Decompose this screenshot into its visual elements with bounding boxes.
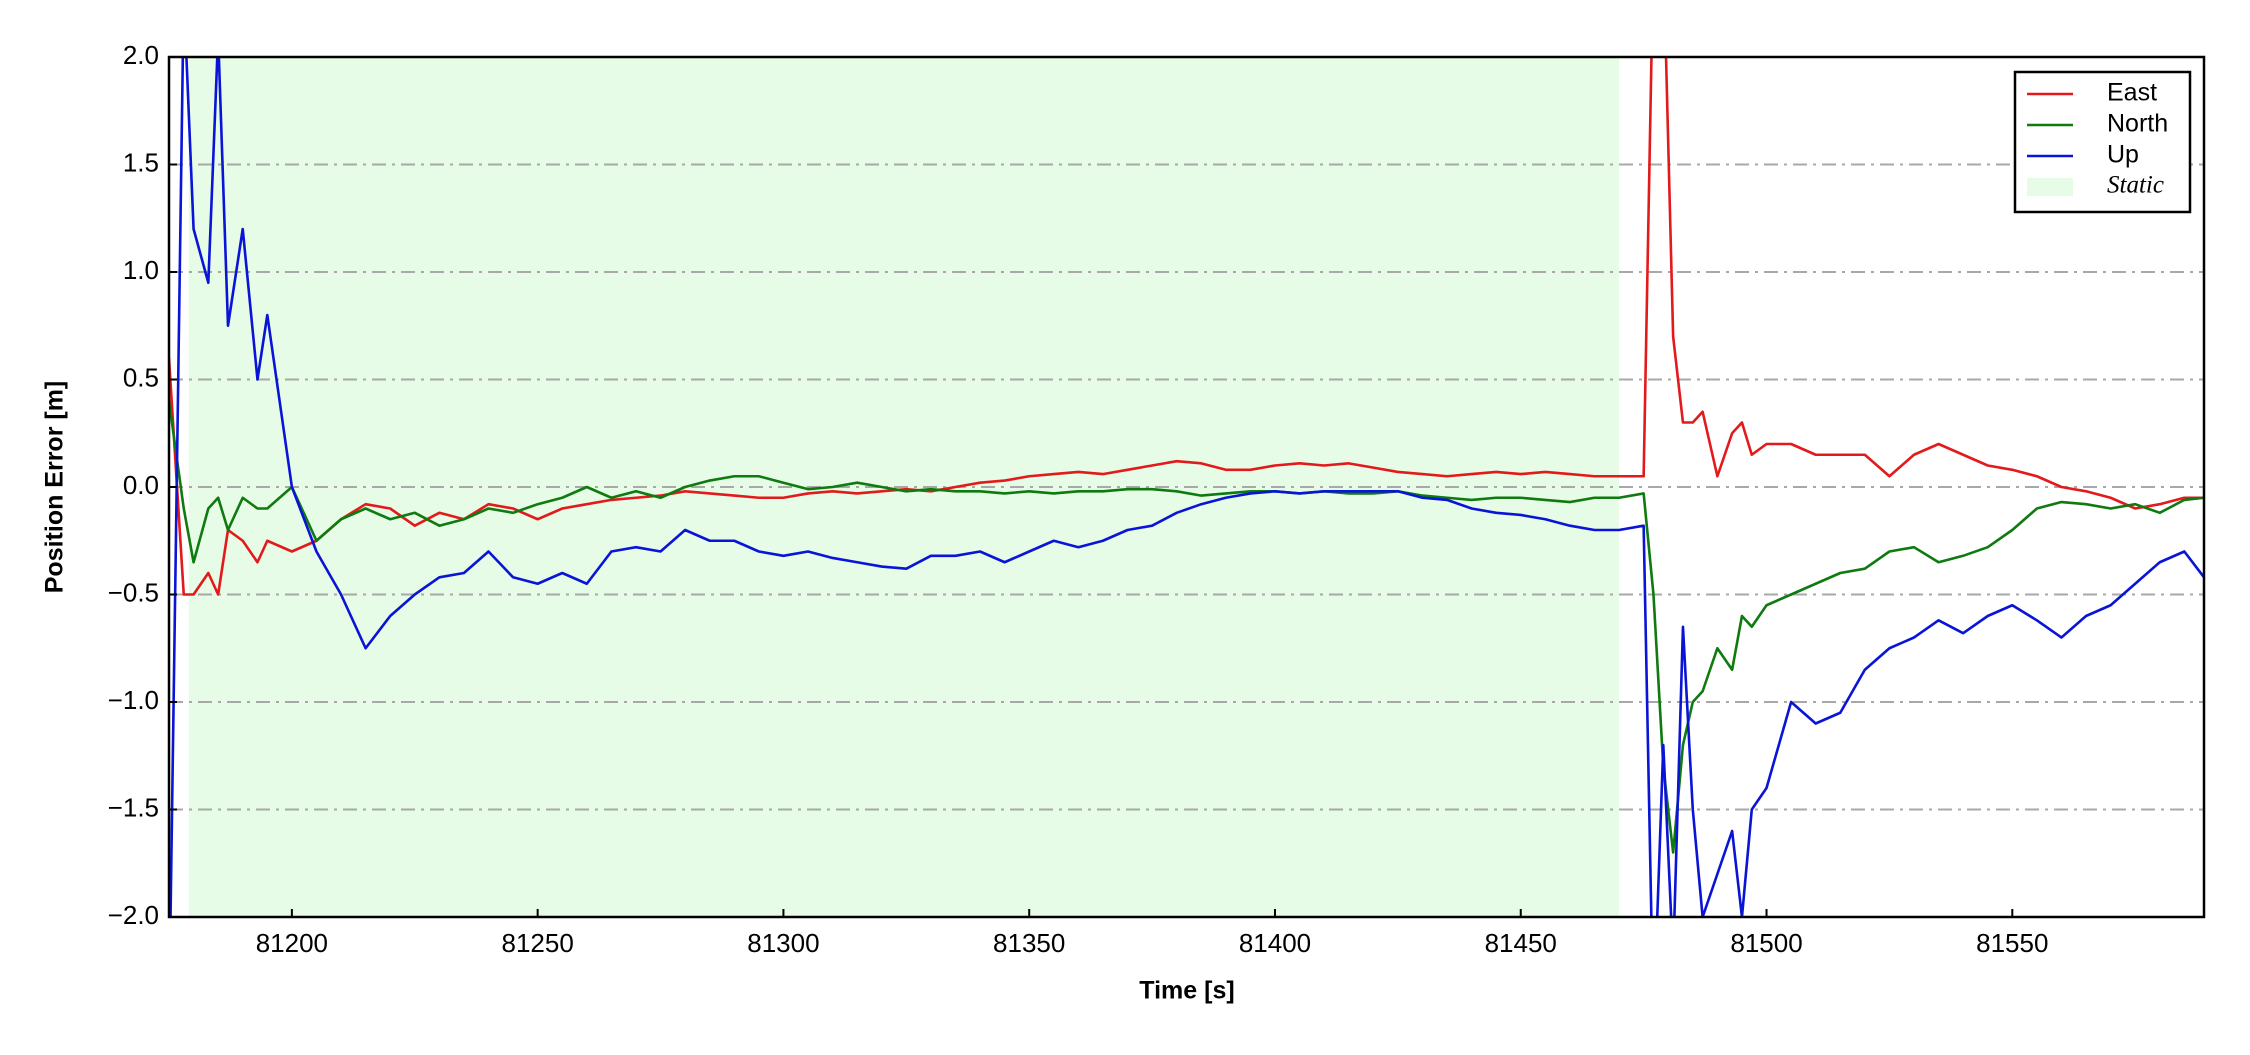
series-line (169, 400, 2204, 854)
y-tick-label: −2.0 (108, 900, 159, 930)
x-tick-label: 81550 (1976, 928, 2048, 958)
y-tick-label: −1.5 (108, 792, 159, 822)
x-tick-label: 81350 (993, 928, 1065, 958)
legend-swatch (2027, 178, 2073, 196)
y-tick-label: −1.0 (108, 685, 159, 715)
legend-label: East (2107, 79, 2157, 107)
y-tick-label: −0.5 (108, 577, 159, 607)
x-tick-label: 81300 (747, 928, 819, 958)
x-tick-label: 81450 (1485, 928, 1557, 958)
legend-label: Static (2107, 172, 2164, 199)
y-axis-label: Position Error [m] (41, 381, 69, 594)
y-tick-label: 2.0 (123, 40, 159, 70)
legend-label: Up (2107, 141, 2139, 169)
lines (169, 57, 2204, 917)
x-tick-label: 81500 (1730, 928, 1802, 958)
series-line (169, 57, 2204, 596)
legend: East North Up Static (2013, 70, 2192, 214)
x-axis-label: Time [s] (1139, 977, 1234, 1005)
y-tick-label: 0.0 (123, 470, 159, 500)
ticks: −2.0 −1.5 −1.0 −0.5 0.0 0.5 1.0 1.5 2.0 81200 8125… (108, 40, 2049, 958)
y-tick-label: 1.5 (123, 147, 159, 177)
y-tick-label: 0.5 (123, 362, 159, 392)
x-tick-label: 81200 (256, 928, 328, 958)
legend-label: North (2107, 110, 2168, 138)
x-tick-label: 81250 (502, 928, 574, 958)
series-line (169, 57, 2204, 917)
y-tick-label: 1.0 (123, 255, 159, 285)
x-tick-label: 81400 (1239, 928, 1311, 958)
